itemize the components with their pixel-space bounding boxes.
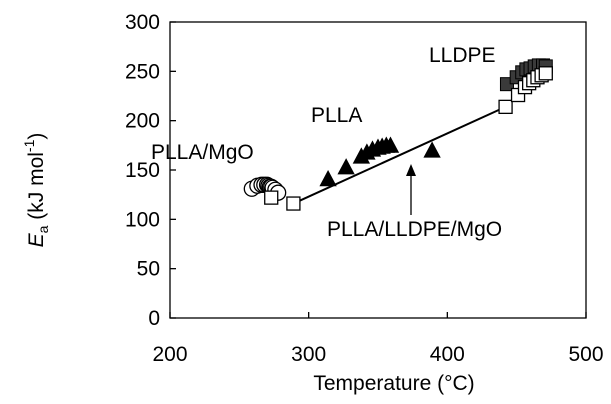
plla-point xyxy=(337,158,355,175)
x-tick-label: 500 xyxy=(568,343,603,366)
y-tick-label: 0 xyxy=(148,307,160,330)
x-tick-label: 300 xyxy=(291,343,326,366)
annotation-plla-mgo: PLLA/MgO xyxy=(151,141,254,164)
annotation-lldpe: LLDPE xyxy=(429,44,496,67)
plla-lldpe-mgo-point xyxy=(538,66,553,81)
annotation-plla: PLLA xyxy=(311,104,362,127)
annotation-plla-lldpe-mgo: PLLA/LLDPE/MgO xyxy=(327,218,502,241)
y-axis-title-symbol: E xyxy=(25,232,48,247)
x-axis-title: Temperature (°C) xyxy=(313,372,474,395)
plla-point xyxy=(423,141,441,158)
trend-line-layer xyxy=(292,105,506,205)
y-tick-label: 150 xyxy=(125,159,160,182)
y-axis-title-superscript: -1 xyxy=(21,139,37,152)
y-tick-label: 250 xyxy=(125,60,160,83)
x-tick-label: 400 xyxy=(430,343,465,366)
plla-point xyxy=(319,170,337,187)
y-tick-label: 100 xyxy=(125,208,160,231)
plla-lldpe-mgo-point xyxy=(264,190,279,205)
y-axis-title-close: ) xyxy=(25,133,48,140)
y-axis-title-unit: (kJ mol xyxy=(25,152,48,226)
y-tick-label: 50 xyxy=(137,258,160,281)
annotation-arrow-head xyxy=(406,164,416,176)
plla-lldpe-mgo-point xyxy=(498,99,513,115)
plla-point xyxy=(381,136,400,153)
data-marks-layer xyxy=(243,58,553,211)
y-tick-label: 200 xyxy=(125,110,160,133)
trend-line xyxy=(292,105,506,205)
y-axis-title: Ea (kJ mol-1) xyxy=(21,133,51,248)
plla-lldpe-mgo-point xyxy=(286,196,301,211)
x-tick-label: 200 xyxy=(152,343,187,366)
y-axis-title-subscript: a xyxy=(35,225,51,233)
tick-layer: 0 50 100 150 200 250 300 200 300 400 500 xyxy=(125,11,604,366)
annotation-layer: PLLA/MgO PLLA LLDPE PLLA/LLDPE/MgO xyxy=(151,44,502,241)
y-tick-label: 300 xyxy=(125,11,160,34)
